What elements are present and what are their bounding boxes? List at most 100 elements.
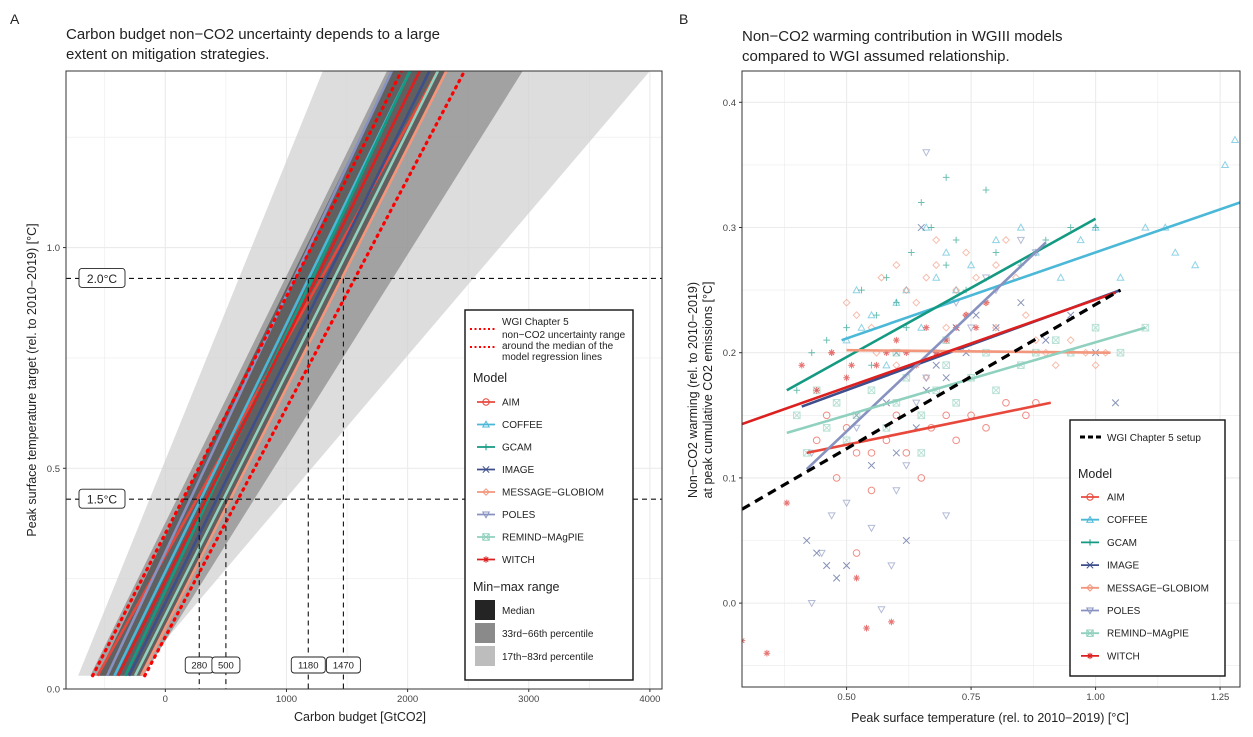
scatter-point-5-2	[827, 512, 836, 520]
wgi-uncertainty-line-1	[143, 71, 467, 678]
panel-b-y-axis-label-line-2: at peak cumulative CO2 emissions [°C]	[701, 282, 715, 499]
scatter-point-2-10	[927, 224, 935, 231]
panel-b-legend-label-2: GCAM	[1107, 538, 1137, 549]
wgi-legend-item-2: model regression lines	[502, 352, 602, 363]
scatter-point-6-17	[992, 386, 1000, 395]
panel-a-legend-range-title: Min−max range	[473, 580, 560, 594]
scatter-point-1-17	[1116, 273, 1125, 281]
panel-a-legend-model-title: Model	[473, 371, 507, 385]
scatter-point-4-4	[892, 261, 901, 270]
scatter-point-3-2	[823, 561, 831, 570]
scatter-point-4-0	[842, 298, 851, 307]
budget-marker-label-2: 1180	[298, 661, 318, 672]
panel-b-y-tick-label-1: 0.1	[723, 473, 736, 484]
panel-b-legend-label-6: REMIND−MAgPIE	[1107, 629, 1189, 640]
panel-b-legend-key-5-symbol	[1085, 607, 1095, 615]
scatter-point-7-16	[942, 336, 950, 344]
fit-line-2	[786, 217, 1097, 392]
scatter-point-0-3	[852, 549, 861, 557]
scatter-point-6-22	[1091, 323, 1100, 332]
budget-marker-label-0: 280	[191, 661, 207, 672]
panel-a-y-tick-label-1: 0.5	[47, 464, 60, 475]
budget-marker-box-2	[290, 656, 326, 674]
scatter-point-2-21	[903, 324, 910, 331]
scatter-point-2-15	[992, 249, 1000, 256]
scatter-point-7-1	[763, 649, 771, 657]
panel-a-legend-label-4: MESSAGE−GLOBIOM	[502, 488, 604, 499]
range-legend-swatch-0	[475, 600, 495, 620]
scatter-point-7-7	[853, 574, 860, 582]
panel-a-y-tick-label-2: 1.0	[47, 243, 60, 254]
scatter-point-7-14	[922, 324, 930, 331]
scatter-point-1-25	[922, 223, 931, 231]
scatter-point-2-4	[858, 286, 865, 294]
panel-b-y-tick-label-4: 0.4	[723, 98, 736, 109]
scatter-point-5-6	[877, 606, 886, 614]
scatter-point-4-14	[991, 261, 1000, 270]
scatter-point-5-9	[902, 462, 911, 470]
panel-a-title-line-2: extent on mitigation strategies.	[66, 46, 269, 63]
scatter-point-4-3	[877, 273, 886, 282]
scatter-point-0-19	[822, 411, 831, 420]
panel-b-legend-key-7-symbol	[1086, 652, 1094, 660]
panel-a-x-tick-label-1: 1000	[276, 694, 297, 705]
threshold-label-box-0	[78, 268, 126, 288]
panel-b-y-tick-label-2: 0.2	[723, 348, 736, 359]
scatter-point-1-23	[1230, 135, 1240, 144]
budget-marker-box-1	[211, 656, 241, 674]
scatter-point-0-13	[982, 424, 990, 432]
scatter-point-5-1	[817, 549, 826, 558]
panel-b-legend-key-4-symbol	[1086, 583, 1094, 592]
scatter-point-2-7	[893, 299, 900, 306]
range-legend-swatch-2	[475, 646, 495, 666]
budget-marker-box-3	[325, 656, 361, 674]
panel-a-legend-label-5: POLES	[502, 510, 536, 521]
scatter-point-7-15	[932, 349, 940, 357]
panel-a-x-axis-label: Carbon budget [GtCO2]	[294, 710, 426, 724]
panel-a-legend-label-3: IMAGE	[502, 465, 535, 476]
panel-b-x-tick-label-1: 0.75	[962, 692, 981, 703]
scatter-point-3-13	[942, 374, 950, 382]
panel-a-x-tick-label-0: 0	[163, 694, 168, 705]
scatter-point-4-6	[912, 298, 921, 307]
scatter-point-7-8	[863, 624, 870, 632]
scatter-point-3-16	[972, 311, 980, 319]
scatter-point-2-19	[1092, 224, 1099, 231]
scatter-point-7-19	[972, 324, 980, 331]
scatter-point-3-6	[867, 461, 876, 470]
scatter-point-3-12	[932, 361, 940, 369]
panel-a-x-tick-label-2: 2000	[397, 694, 418, 705]
panel-b-x-axis-label: Peak surface temperature (rel. to 2010−2…	[851, 711, 1129, 725]
scatter-point-3-4	[842, 561, 851, 570]
scatter-point-3-8	[892, 449, 901, 457]
wgi-legend-title: WGI Chapter 5	[502, 317, 569, 328]
scatter-point-7-12	[903, 349, 910, 357]
scatter-series-2	[793, 174, 1099, 394]
scatter-point-4-1	[852, 311, 861, 320]
panel-b-legend-label-0: AIM	[1107, 493, 1125, 504]
fit-line-0	[806, 401, 1052, 455]
scatter-point-0-11	[952, 436, 960, 445]
model-line-1	[113, 71, 412, 677]
scatter-point-6-7	[867, 386, 876, 395]
scatter-point-6-14	[952, 398, 960, 407]
panel-b-legend-key-1-symbol	[1085, 515, 1095, 523]
scatter-point-0-10	[942, 411, 950, 420]
scatter-point-2-9	[917, 199, 925, 206]
scatter-point-7-18	[962, 311, 970, 319]
scatter-point-4-15	[1001, 236, 1010, 245]
scatter-point-4-5	[902, 286, 911, 295]
scatter-point-7-6	[843, 374, 850, 382]
scatter-point-2-2	[823, 336, 830, 344]
panel-b-legend-key-3-symbol	[1086, 561, 1094, 569]
panel-b-legend-label-3: IMAGE	[1107, 561, 1140, 572]
panel-b-inner	[742, 71, 1240, 687]
scatter-point-5-11	[922, 374, 931, 383]
wgi-uncertainty-line-0	[91, 71, 404, 678]
panel-a-legend-key-5-symbol	[481, 511, 491, 519]
scatter-point-2-11	[942, 261, 950, 269]
panel-b-y-axis-label-line-1: Non−CO2 warming (rel. to 2010−2019)	[686, 282, 700, 498]
scatter-point-1-6	[917, 323, 926, 331]
panel-a-legend-label-6: REMIND−MAgPIE	[502, 533, 584, 544]
panel-b-legend-key-2-symbol	[1086, 539, 1094, 546]
